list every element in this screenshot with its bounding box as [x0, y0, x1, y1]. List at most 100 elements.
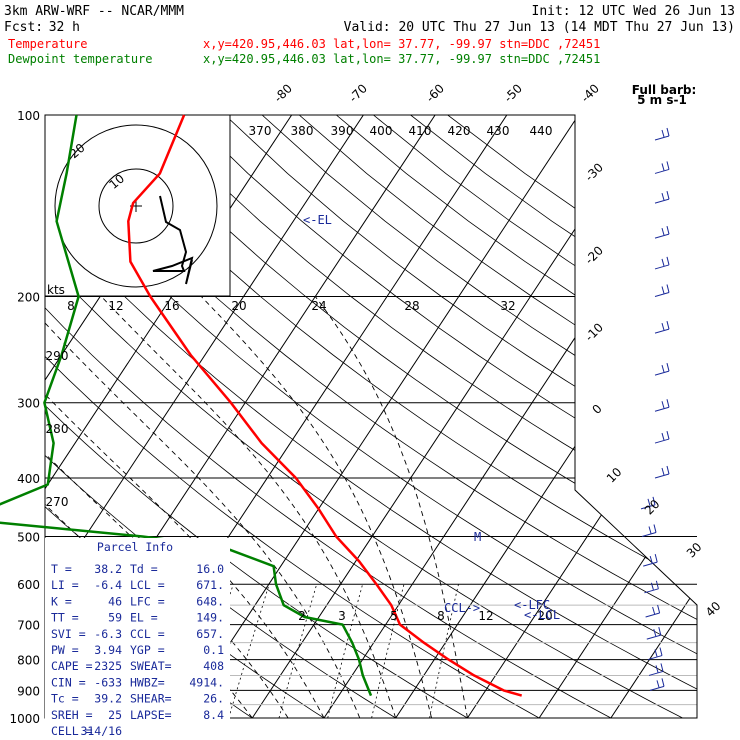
parcel-key: PW =: [51, 643, 79, 657]
wind-barb-flag: [656, 680, 660, 688]
wind-barb-staff: [649, 685, 665, 691]
parcel-value: 25: [108, 708, 122, 722]
wind-barb: [654, 190, 670, 204]
wind-barb-flag: [666, 465, 670, 475]
wind-barb: [646, 627, 662, 640]
theta-label: 440: [530, 124, 553, 138]
parcel-value: 3.94: [94, 643, 122, 657]
parcel-value: 648.: [196, 594, 224, 608]
sounding-profiles: [0, 114, 523, 697]
hodograph-ring-20: [54, 124, 218, 288]
wind-barb-staff: [654, 292, 670, 298]
dry-adiabat-90: [45, 115, 697, 718]
ccl-marker: CCL->: [444, 601, 480, 615]
parcel-value: -633: [94, 675, 122, 689]
wind-barb: [647, 647, 663, 661]
pressure-tick-label: 1000: [9, 712, 40, 726]
parcel-key: LI =: [51, 578, 79, 592]
parcel-key: T =: [51, 562, 72, 576]
legend-temperature-name: Temperature: [8, 37, 87, 51]
theta-label: 390: [331, 124, 354, 138]
parcel-value: 657.: [196, 627, 224, 641]
mixing-ratio-label: 12: [478, 609, 493, 623]
wind-barb-flag: [661, 129, 665, 138]
isotherm-10: [323, 115, 697, 718]
wind-barb-flag: [661, 364, 665, 373]
pressure-tick-label: 100: [17, 109, 40, 123]
wind-barb-staff: [643, 561, 658, 567]
wind-barb-flag: [655, 665, 659, 673]
wind-barb: [654, 256, 670, 270]
wind-barb-staff: [654, 198, 670, 204]
dry-adiabat-110: [113, 115, 697, 718]
dry-adiabat-80: [45, 115, 697, 718]
wind-barb-flag: [666, 127, 670, 137]
wind-barb: [654, 362, 670, 376]
wind-barb: [654, 161, 670, 174]
legend-temperature-info: x,y=420.95,446.03 lat,lon= 37.77, -99.97…: [203, 37, 600, 51]
parcel-key: TT =: [51, 611, 79, 625]
lcl-marker: <-LCL: [524, 608, 560, 622]
parcel-value: 38.2: [94, 562, 122, 576]
dry-adiabat-120: [150, 115, 697, 718]
isotherm-label: -70: [346, 81, 370, 105]
wind-barb-staff: [654, 264, 670, 270]
dry-adiabat-140: [224, 115, 697, 718]
parcel-value: -6.3: [94, 627, 122, 641]
mixing-ratio-8: [327, 584, 363, 718]
wind-barb-flag: [666, 284, 670, 293]
isotherm-label: 20: [642, 497, 663, 518]
wind-barb: [654, 430, 670, 444]
wind-barb-flag: [657, 604, 661, 614]
m-marker: M: [474, 530, 481, 544]
isotherm-30: [467, 115, 697, 718]
dry-adiabat-130: [187, 115, 697, 718]
wind-barb: [654, 284, 670, 298]
wind-barb: [654, 127, 670, 141]
pressure-tick-label: 400: [17, 472, 40, 486]
parcel-value: 671.: [196, 578, 224, 592]
isotherm-label: -60: [423, 81, 447, 105]
wind-barb-flag: [661, 322, 665, 331]
isotherm-label: -10: [582, 320, 606, 344]
lfc-marker: <-LFC: [514, 598, 550, 612]
pressure-tick-label: 800: [17, 654, 40, 668]
isotherm--90: [0, 115, 5, 718]
theta-left-label: 280: [46, 422, 69, 436]
theta-label: 400: [370, 124, 393, 138]
isotherm-label: -40: [578, 81, 602, 105]
parcel-value: 314/16: [80, 724, 122, 738]
mixing-ratio-label: 2: [298, 609, 306, 623]
model-title: 3km ARW-WRF -- NCAR/MMM: [4, 4, 184, 19]
mixing-ratio-label: 3: [338, 609, 346, 623]
pressure-tick-label: 500: [17, 530, 40, 544]
theta-label: 370: [249, 124, 272, 138]
wind-barb-staff: [648, 670, 664, 676]
parcel-value: 26.: [203, 692, 224, 706]
parcel-value: 46: [108, 594, 122, 608]
dry-adiabat-160: [298, 115, 697, 718]
wind-barb-flag: [653, 629, 657, 637]
parcel-key: SHEAR=: [130, 692, 172, 706]
wind-barb-flag: [661, 258, 665, 267]
legend-dewpoint-name: Dewpoint temperature: [8, 52, 153, 66]
wind-barb-flag: [661, 467, 665, 476]
wind-barb-staff: [654, 406, 670, 412]
wind-barb-flag: [654, 649, 658, 657]
wind-barb-flag: [661, 286, 665, 294]
wind-barb-flag: [655, 580, 659, 589]
wind-barb-staff: [645, 612, 660, 618]
mixing-ratio-label: 20: [231, 299, 246, 313]
wind-barb-flag: [658, 627, 662, 636]
wind-barb-flag: [659, 647, 663, 656]
wind-barb-flag: [661, 192, 665, 201]
isotherm-label: -80: [271, 81, 295, 105]
parcel-key: CAPE =: [51, 659, 93, 673]
isotherm--10: [180, 115, 579, 718]
wind-barb: [645, 604, 661, 618]
wind-barb-flag: [654, 554, 658, 563]
wind-barb-staff: [654, 328, 670, 334]
isotherm-label: -20: [582, 243, 606, 267]
wind-barb-flag: [650, 582, 654, 590]
